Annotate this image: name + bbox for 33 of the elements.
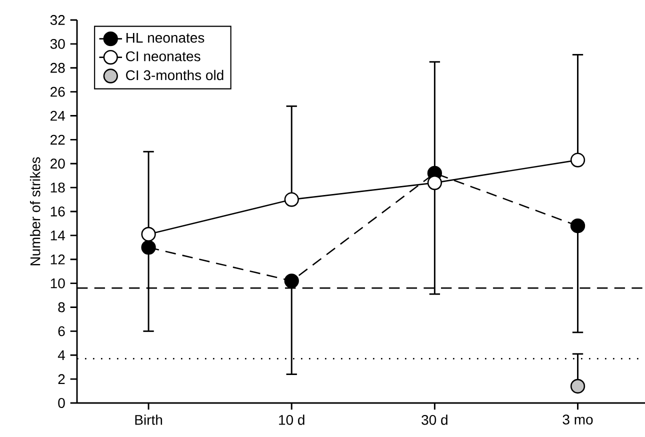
x-tick-label: Birth (135, 414, 162, 425)
y-tick-label: 12 (50, 254, 65, 264)
x-tick-label: 10 d (279, 414, 304, 425)
y-axis-title: Number of strikes (30, 157, 40, 266)
y-tick-label: 32 (50, 15, 65, 25)
legend-label: CI neonates (126, 51, 200, 62)
point (570, 152, 586, 168)
point (141, 226, 156, 242)
y-tick-label: 20 (50, 158, 65, 169)
point (570, 378, 586, 394)
legend-label: CI 3-months old (126, 70, 224, 80)
y-tick-label: 14 (50, 230, 65, 240)
point (427, 175, 442, 190)
y-tick-label: 22 (50, 134, 65, 145)
y-tick-label: 8 (58, 302, 65, 312)
y-tick-label: 18 (50, 182, 65, 193)
point (570, 218, 586, 234)
y-tick-label: 0 (58, 398, 65, 408)
point (284, 274, 299, 288)
y-tick-label: 6 (58, 326, 65, 336)
y-tick-label: 16 (50, 206, 65, 216)
y-tick-label: 26 (50, 86, 65, 97)
x-tick-label: 30 d (422, 414, 448, 425)
y-tick-label: 30 (50, 38, 65, 49)
y-tick-label: 24 (50, 110, 65, 121)
y-tick-label: 28 (50, 62, 65, 73)
y-tick-label: 10 (50, 278, 65, 288)
y-tick-label: 2 (58, 374, 65, 384)
point (141, 240, 156, 255)
x-tick-label: 3 mo (562, 414, 593, 425)
point (284, 192, 299, 207)
y-tick-label: 4 (58, 350, 65, 360)
legend-label: HL neonates (126, 32, 204, 43)
